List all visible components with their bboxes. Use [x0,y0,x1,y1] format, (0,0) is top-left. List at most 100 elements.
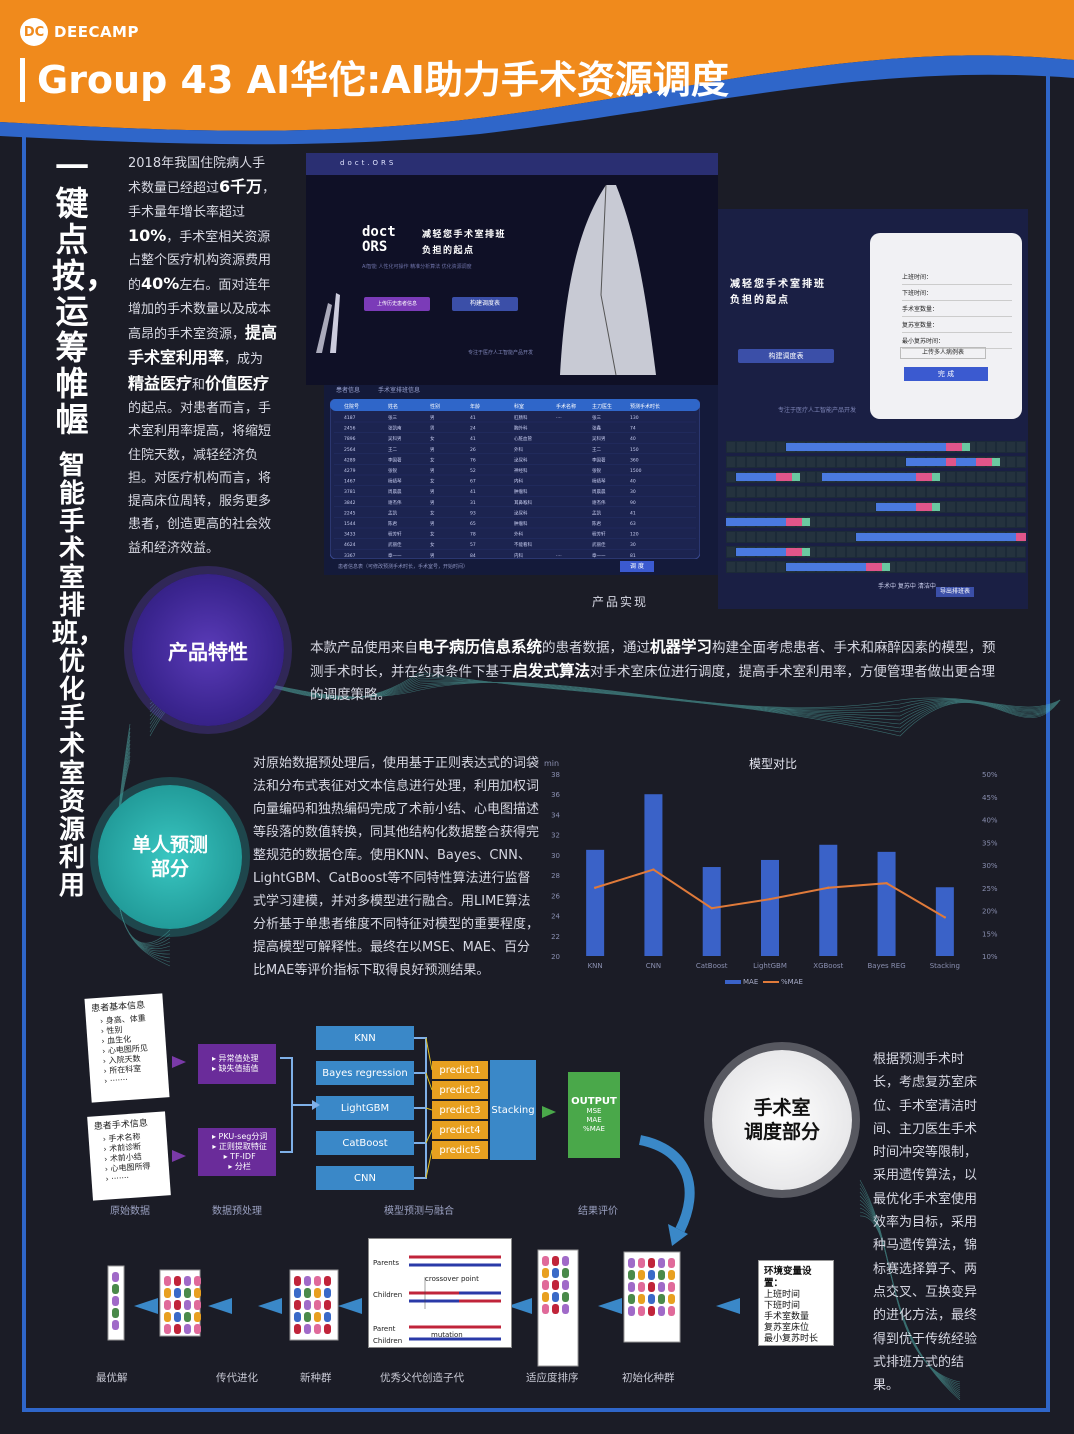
gantt-cell [737,502,745,512]
screen2-build-button[interactable]: 构建调度表 [738,349,834,363]
gantt-cell [887,562,895,572]
table-cell: 1500 [630,468,642,474]
predict-box: predict1 [432,1061,488,1079]
curve [859,1191,961,1395]
table-cell: 肿瘤科 [514,520,528,527]
gantt-cell [857,457,865,467]
gantt-cell [1017,502,1025,512]
gantt-chart [726,441,1026,573]
gantt-cell [807,532,815,542]
gene [542,1256,549,1266]
gantt-cell [807,547,815,557]
schedule-button[interactable]: 调 度 [620,561,654,572]
gene [638,1294,645,1304]
ga-parents-label: Parents [373,1259,400,1267]
line-point [885,882,888,885]
gantt-cell [957,517,965,527]
table-cell: 男 [430,553,435,559]
table-cell: 130 [630,415,639,421]
table-cell: 120 [630,532,639,538]
gene [648,1282,655,1292]
gantt-cell [807,472,815,482]
table-cell: 41 [470,489,476,495]
form-field[interactable]: 复苏室数量： [902,319,1012,333]
gantt-cell [787,457,795,467]
gantt-recovery [866,563,882,571]
gantt-cell [987,502,995,512]
product-segment: 对手术室床位进行调度，提高手术室利用率，方便管理者做出更合理的调度策略。 [310,664,996,703]
gantt-cell [797,502,805,512]
gantt-cleaning [962,443,970,451]
form-field[interactable]: 手术室数量： [902,303,1012,317]
gantt-cell [997,562,1005,572]
table-cell: 王二 [592,447,601,453]
table-cell: 武丽佳 [388,541,402,548]
gene [668,1282,675,1292]
ga-child-label: Children [373,1337,403,1345]
gantt-cell [747,532,755,542]
curve [859,1215,961,1383]
gantt-cell [747,502,755,512]
table-cell: 男 [430,415,435,421]
gantt-cell [1017,487,1025,497]
upload-cases-button[interactable]: 上传多人病例表 [900,347,986,359]
screen-hero: doct.ORS doct ORS 减轻您手术室排班 负担的起点 AI智能 人性化… [306,153,718,385]
gantt-bar [956,458,976,466]
vertical-title-main: 一键点按，运筹帷幄 [52,148,118,439]
form-field[interactable]: 最小复苏时间： [902,335,1012,349]
gantt-cell [757,487,765,497]
gantt-cell [997,472,1005,482]
y2-tick-label: 15% [982,930,998,938]
legend-swatch-mae [725,980,741,984]
gene [648,1258,655,1268]
gene [194,1324,201,1334]
x-tick-label: Stacking [930,962,960,970]
form-done-button[interactable]: 完 成 [904,367,988,381]
table-cell: 孟凯 [388,509,397,516]
ga-stage-label: 适应度排序 [526,1372,579,1384]
gene [294,1300,301,1310]
table-cell: 40 [630,436,636,442]
table-cell: 神经科 [514,467,528,474]
table-cell: 泌尿科 [514,509,528,516]
form-field[interactable]: 下班时间： [902,287,1012,301]
gene [648,1306,655,1316]
vertical-title: 一键点按，运筹帷幄 智能手术室排班，优化手术室资源利用 [52,150,118,901]
table-cell: 周晨晨 [592,489,606,495]
gantt-cleaning [992,458,1000,466]
table-bg [330,399,700,559]
table-tab[interactable]: 患者信息 [336,387,361,394]
gantt-cell [987,562,995,572]
y-tick-label: 38 [551,771,560,779]
gene [164,1300,171,1310]
export-schedule-button[interactable]: 导出排班表 [936,587,974,597]
gantt-cell [947,487,955,497]
ga-stage-label: 传代进化 [216,1372,258,1384]
gantt-cell [727,562,735,572]
hero-slogan: 减轻您手术室排班 负担的起点 [422,230,507,256]
bar-mae [877,851,896,956]
table-cell: 女 [430,456,435,463]
upload-history-button[interactable]: 上传历史患者信息 [364,297,430,311]
gantt-cell [767,502,775,512]
table-cell: 30 [630,542,636,548]
gantt-cell [967,517,975,527]
gene [112,1308,119,1318]
table-tab[interactable]: 手术室排班信息 [378,387,421,394]
gantt-cell [837,457,845,467]
gantt-cell [1017,457,1025,467]
gantt-cell [797,457,805,467]
build-schedule-button[interactable]: 构建调度表 [452,297,518,311]
form-field[interactable]: 上班时间： [902,271,1012,285]
gantt-bar [856,533,1016,541]
gantt-cell [817,502,825,512]
gene [184,1300,191,1310]
table-cell: 耳鼻喉科 [514,499,532,506]
table-cell: 2245 [344,510,356,516]
gantt-cell [767,442,775,452]
gene [542,1280,549,1290]
gantt-recovery [786,548,802,556]
gantt-cell [977,472,985,482]
gantt-bar [822,473,862,481]
gantt-cell [777,502,785,512]
